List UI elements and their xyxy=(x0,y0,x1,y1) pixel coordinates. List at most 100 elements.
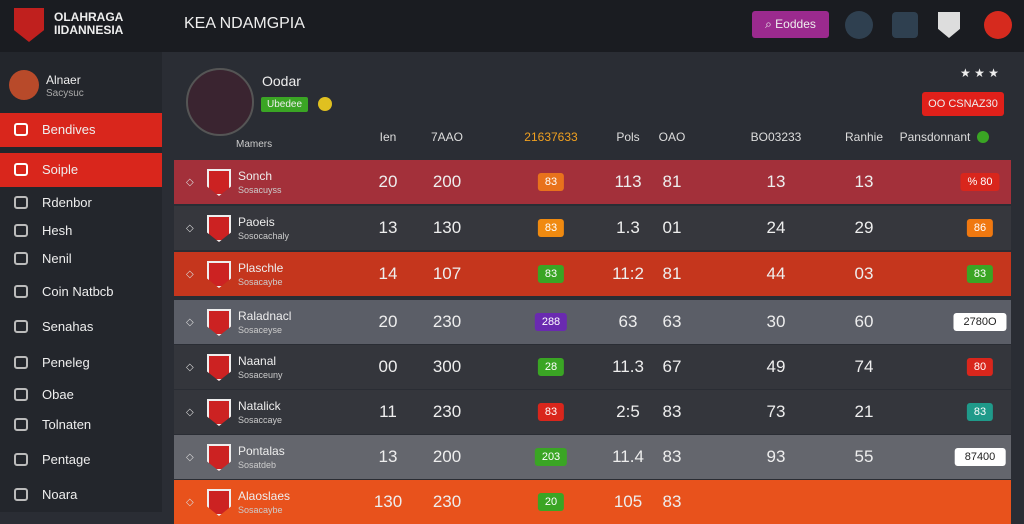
menu-icon xyxy=(14,320,28,333)
table-row[interactable]: ◇ Plaschle Sosacaybe 14 107 83 11:2 81 44 03 83 xyxy=(174,252,1011,296)
stat-cell: 2:5 xyxy=(616,402,640,421)
menu-item[interactable]: Peneleg xyxy=(0,346,162,380)
team-crest xyxy=(207,261,231,288)
action-button[interactable]: OO CSNAZ30 xyxy=(922,92,1004,116)
team-crest xyxy=(207,354,231,381)
menu-icon xyxy=(14,224,28,237)
player-badge: Ubedee xyxy=(261,97,309,112)
expand-icon: ◇ xyxy=(186,362,194,373)
menu-item[interactable]: Soiple xyxy=(0,153,162,187)
stat-cell: 11.3 xyxy=(612,357,644,376)
menu-item[interactable]: Pentage xyxy=(0,443,162,477)
menu-item[interactable]: Senahas xyxy=(0,310,162,344)
tools-icon[interactable] xyxy=(845,11,873,39)
menu-label: Rdenbor xyxy=(42,195,92,210)
stat-cell: 105 xyxy=(613,492,643,511)
menu-icon xyxy=(14,388,28,401)
stat-badge: 288 xyxy=(534,313,568,331)
search-label: Eoddes xyxy=(775,17,816,31)
menu-item[interactable]: Nenil xyxy=(0,242,162,276)
stat-cell: 63 xyxy=(662,312,682,331)
team-name: Natalick xyxy=(238,399,281,413)
team-sub: Sosaccaye xyxy=(238,415,283,425)
user-icon[interactable] xyxy=(984,11,1012,39)
result-badge: 86 xyxy=(966,219,994,237)
result-badge: 83 xyxy=(966,265,994,283)
menu-label: Tolnaten xyxy=(42,417,92,432)
brand: OLAHRAGA IIDANNESIA xyxy=(54,11,123,37)
stat-cell: 13 xyxy=(854,172,874,191)
player-label: Mamers xyxy=(236,139,273,150)
menu-icon xyxy=(14,453,28,466)
table-row[interactable]: ◇ Naanal Sosaceuny 00 300 28 11.3 67 49 74 80 xyxy=(174,345,1011,389)
stat-cell: 73 xyxy=(766,402,786,421)
menu-label: Hesh xyxy=(42,223,73,238)
stat-cell: 63 xyxy=(618,312,638,331)
stat-cell: 21 xyxy=(854,402,874,421)
search-button[interactable]: ⌕ Eoddes xyxy=(752,11,829,38)
column-header[interactable]: Pols xyxy=(616,130,640,144)
stat-cell: 200 xyxy=(432,172,462,191)
menu-item[interactable]: Noara xyxy=(0,478,162,512)
stat-cell: 107 xyxy=(432,264,462,283)
stat-badge: 83 xyxy=(537,219,565,237)
menu-item[interactable]: Coin Natbcb xyxy=(0,275,162,309)
menu-item[interactable]: Obae xyxy=(0,378,162,412)
table-row[interactable]: ◇ Pontalas Sosatdeb 13 200 203 11.4 83 93 55 87400 xyxy=(174,435,1011,479)
stat-badge: 203 xyxy=(534,448,568,466)
column-header[interactable]: 7AAO xyxy=(430,130,464,144)
shield-icon[interactable] xyxy=(938,12,960,38)
menu-item[interactable]: Bendives xyxy=(0,113,162,147)
stat-cell: 13 xyxy=(378,218,398,237)
stat-cell: 55 xyxy=(854,447,874,466)
stars: ★ ★ ★ xyxy=(960,66,999,80)
stat-cell: 130 xyxy=(373,492,403,511)
column-header[interactable]: Ien xyxy=(379,130,397,144)
stat-badge: 83 xyxy=(537,265,565,283)
expand-icon: ◇ xyxy=(186,177,194,188)
stat-cell: 230 xyxy=(432,312,462,331)
expand-icon: ◇ xyxy=(186,407,194,418)
table-row[interactable]: ◇ Alaoslaes Sosacaybe 130 230 20 105 83 xyxy=(174,480,1011,524)
team-crest xyxy=(207,444,231,471)
column-header[interactable]: OAO xyxy=(658,130,686,144)
column-header[interactable]: BO03233 xyxy=(750,130,802,144)
stat-badge: 83 xyxy=(537,173,565,191)
menu-label: Pentage xyxy=(42,452,91,467)
stat-cell: 83 xyxy=(662,402,682,421)
stat-cell: 93 xyxy=(766,447,786,466)
column-header[interactable]: 21637633 xyxy=(524,130,578,144)
column-header[interactable]: Pansdonnant xyxy=(899,130,971,144)
menu-icon xyxy=(14,418,28,431)
team-sub: Sosacaybe xyxy=(238,277,283,287)
stat-cell: 11 xyxy=(379,402,397,421)
menu-item[interactable]: Rdenbor xyxy=(0,186,162,220)
table-row[interactable]: ◇ Raladnacl Sosaceyse 20 230 288 63 63 30 60 2780O xyxy=(174,300,1011,344)
table-row[interactable]: ◇ Sonch Sosacuyss 20 200 83 113 81 13 13 % 80 xyxy=(174,160,1011,204)
team-crest xyxy=(207,215,231,242)
team-sub: Sosatdeb xyxy=(238,460,277,470)
team-name: Raladnacl xyxy=(238,309,292,323)
expand-icon: ◇ xyxy=(186,223,194,234)
stat-cell: 60 xyxy=(854,312,874,331)
result-badge: % 80 xyxy=(960,173,1000,191)
stat-cell: 81 xyxy=(662,172,682,191)
stat-cell: 13 xyxy=(378,447,398,466)
social-icon[interactable] xyxy=(892,12,918,38)
result-badge: 2780O xyxy=(953,313,1007,331)
team-crest xyxy=(207,309,231,336)
result-badge: 87400 xyxy=(954,448,1006,466)
table-row[interactable]: ◇ Paoeis Sosocachaly 13 130 83 1.3 01 24 29 86 xyxy=(174,206,1011,250)
column-header[interactable]: Ranhie xyxy=(844,130,884,144)
menu-item[interactable]: Hesh xyxy=(0,214,162,248)
menu-label: Noara xyxy=(42,487,78,502)
menu-item[interactable]: Tolnaten xyxy=(0,408,162,442)
team-sub: Sosocachaly xyxy=(238,231,290,241)
stat-cell: 30 xyxy=(766,312,786,331)
menu-icon xyxy=(14,123,28,136)
menu-label: Peneleg xyxy=(42,355,90,370)
stat-cell: 03 xyxy=(854,264,874,283)
stat-cell: 83 xyxy=(662,447,682,466)
logo xyxy=(14,8,44,42)
table-row[interactable]: ◇ Natalick Sosaccaye 11 230 83 2:5 83 73 21 83 xyxy=(174,390,1011,434)
